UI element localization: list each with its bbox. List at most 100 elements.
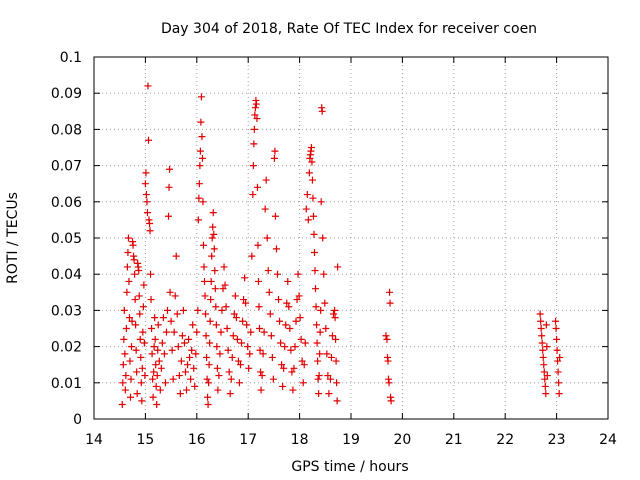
y-tick-label: 0.06 bbox=[51, 195, 82, 211]
data-point bbox=[542, 321, 550, 329]
grid bbox=[94, 57, 608, 419]
data-point bbox=[138, 397, 146, 405]
data-point bbox=[156, 386, 164, 394]
data-point bbox=[538, 332, 546, 340]
data-point bbox=[196, 147, 204, 155]
data-point bbox=[265, 288, 273, 296]
data-point bbox=[196, 162, 204, 170]
data-point bbox=[146, 220, 154, 228]
data-point bbox=[194, 306, 202, 314]
data-point bbox=[199, 241, 207, 249]
data-point bbox=[248, 252, 256, 260]
data-point bbox=[292, 317, 300, 325]
data-point bbox=[383, 335, 391, 343]
data-point bbox=[251, 111, 259, 119]
data-point bbox=[214, 386, 222, 394]
data-point bbox=[186, 353, 194, 361]
data-point bbox=[210, 245, 218, 253]
data-point bbox=[313, 339, 321, 347]
data-point bbox=[218, 306, 226, 314]
data-point bbox=[334, 263, 342, 271]
data-point bbox=[222, 303, 230, 311]
data-point bbox=[246, 350, 254, 358]
data-point bbox=[146, 227, 154, 235]
data-point bbox=[304, 216, 312, 224]
data-point bbox=[247, 328, 255, 336]
data-point bbox=[322, 325, 330, 332]
data-point bbox=[293, 296, 301, 304]
data-point bbox=[207, 277, 215, 285]
data-point bbox=[215, 372, 223, 380]
data-point bbox=[142, 191, 150, 199]
data-point bbox=[209, 223, 217, 231]
data-point bbox=[249, 191, 257, 199]
data-point bbox=[286, 325, 294, 332]
data-point bbox=[151, 335, 159, 343]
data-point bbox=[183, 386, 191, 394]
data-point bbox=[385, 379, 393, 387]
data-point bbox=[128, 343, 136, 351]
data-point bbox=[206, 339, 214, 347]
data-point bbox=[311, 248, 319, 256]
x-tick-label: 16 bbox=[188, 432, 206, 448]
data-point bbox=[178, 332, 186, 340]
data-point bbox=[305, 169, 313, 177]
data-point bbox=[206, 317, 214, 325]
data-point bbox=[147, 296, 155, 304]
data-point bbox=[315, 372, 323, 380]
data-point bbox=[297, 335, 305, 343]
y-tick-label: 0.03 bbox=[51, 303, 82, 319]
chart-title: Day 304 of 2018, Rate Of TEC Index for r… bbox=[161, 21, 537, 37]
y-axis-label: ROTI / TECUs bbox=[5, 192, 21, 284]
data-point bbox=[252, 100, 260, 108]
data-point bbox=[330, 310, 338, 318]
data-point bbox=[179, 306, 187, 314]
data-point bbox=[219, 285, 227, 293]
data-point bbox=[324, 372, 332, 380]
data-point bbox=[242, 299, 250, 307]
y-tick-label: 0.07 bbox=[51, 159, 82, 175]
data-point bbox=[189, 321, 197, 329]
data-point bbox=[298, 357, 306, 365]
data-point bbox=[213, 364, 221, 372]
data-point bbox=[540, 368, 548, 376]
data-point bbox=[124, 248, 132, 256]
data-point bbox=[332, 357, 340, 365]
data-point bbox=[384, 357, 392, 365]
data-point bbox=[226, 390, 234, 398]
data-point bbox=[333, 397, 341, 405]
data-point bbox=[228, 353, 236, 361]
data-point bbox=[149, 375, 157, 383]
y-tick-label: 0.09 bbox=[51, 86, 82, 102]
data-point bbox=[554, 368, 562, 376]
data-point bbox=[312, 303, 320, 311]
data-point bbox=[553, 335, 561, 343]
data-point bbox=[139, 303, 147, 311]
data-point bbox=[254, 277, 262, 285]
data-point bbox=[208, 252, 216, 260]
data-point bbox=[543, 372, 551, 380]
data-point bbox=[159, 314, 167, 322]
data-point bbox=[285, 303, 293, 311]
data-point bbox=[332, 335, 340, 343]
data-point bbox=[230, 310, 238, 318]
data-point bbox=[295, 292, 303, 300]
x-tick-label: 22 bbox=[496, 432, 514, 448]
data-point bbox=[290, 364, 298, 372]
y-tick-label: 0.02 bbox=[51, 340, 82, 356]
data-point bbox=[119, 361, 127, 369]
data-point bbox=[161, 379, 169, 387]
x-tick-label: 15 bbox=[136, 432, 154, 448]
data-point bbox=[263, 234, 271, 242]
data-point bbox=[181, 368, 189, 376]
data-point bbox=[144, 82, 152, 90]
data-point bbox=[541, 382, 549, 390]
data-point bbox=[317, 198, 325, 206]
data-point bbox=[257, 386, 265, 394]
data-point bbox=[288, 368, 296, 376]
data-point bbox=[316, 328, 324, 336]
data-point bbox=[244, 343, 252, 351]
data-point bbox=[302, 205, 310, 213]
data-point bbox=[261, 205, 269, 213]
data-point bbox=[211, 285, 219, 293]
